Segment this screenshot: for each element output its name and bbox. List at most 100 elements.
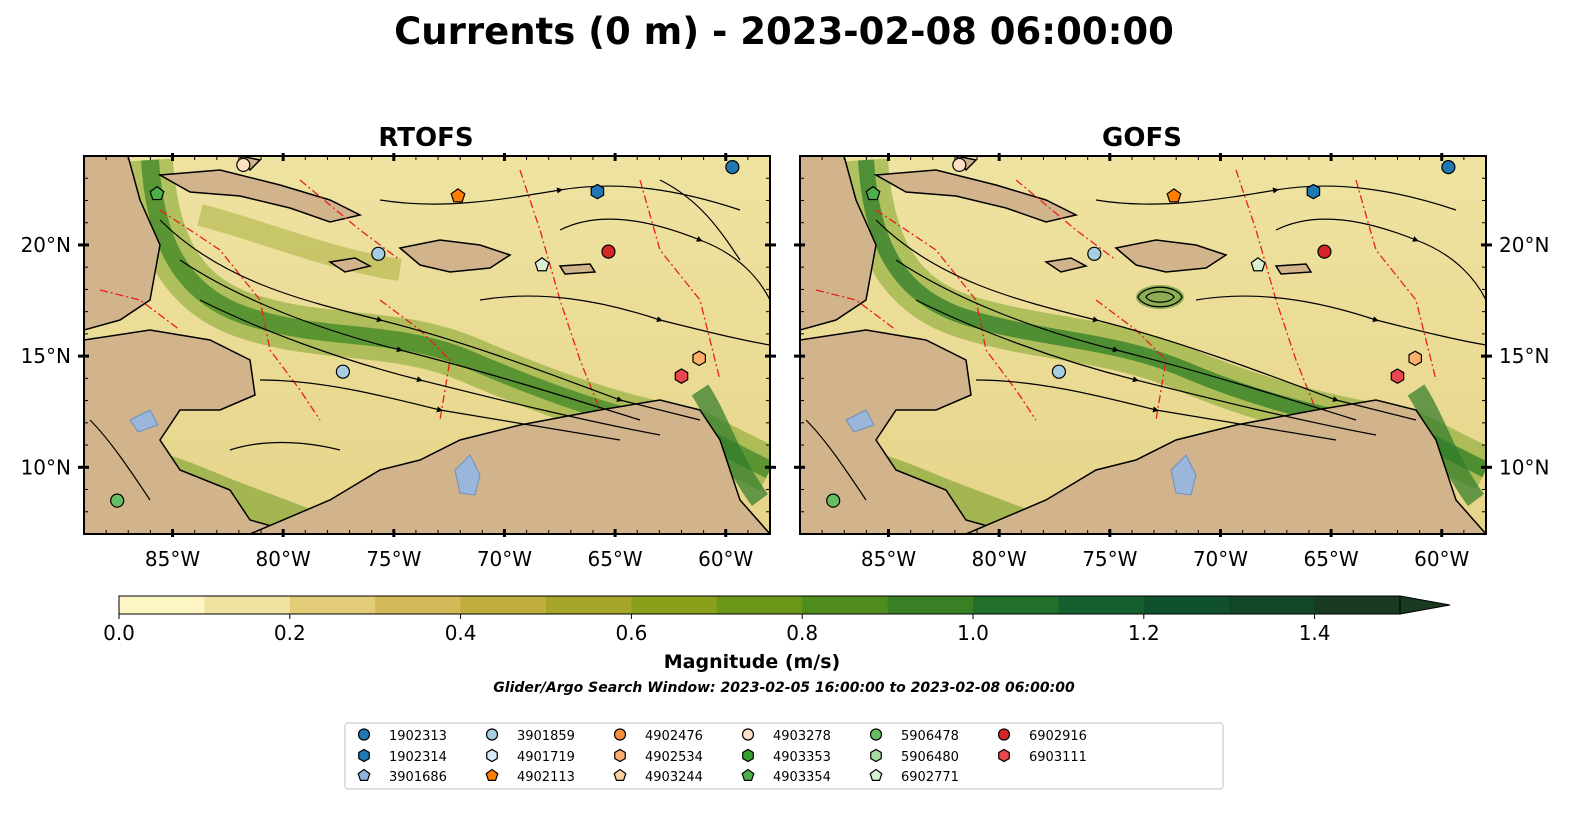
legend-entry: 4902534	[614, 748, 703, 765]
legend-label: 4903353	[773, 750, 831, 765]
legend-entry: 6903111	[998, 748, 1087, 765]
legend-label: 6902771	[901, 770, 959, 785]
lakes-gofs	[845, 409, 1197, 496]
panel-title-gofs: GOFS	[1102, 123, 1182, 153]
lon-tick-label: 85°W	[861, 547, 916, 571]
map-frame-gofs	[799, 155, 1487, 535]
legend-label: 6903111	[1029, 750, 1087, 765]
legend-label: 1902314	[389, 750, 447, 765]
map-area-gofs	[800, 156, 1486, 534]
map-frame-ticks-gofs	[794, 153, 1492, 537]
legend-marker-hexagon	[870, 748, 882, 763]
legend-marker-pentagon	[741, 768, 755, 781]
legend-entry: 6902771	[869, 768, 959, 785]
colorbar-extend-arrow	[1399, 595, 1451, 615]
colorbar-segment	[716, 596, 803, 614]
lon-tick-label: 65°W	[587, 547, 642, 571]
observation-marker-1902314	[590, 183, 605, 200]
legend-label: 4902113	[517, 770, 575, 785]
legend-label: 4901719	[517, 750, 575, 765]
lat-tick-label: 15°N	[1499, 344, 1549, 368]
legend-marker-circle	[997, 728, 1011, 741]
legend-marker-hexagon	[742, 748, 754, 763]
legend-entry: 4903353	[742, 748, 831, 765]
observation-marker-4903354	[149, 185, 165, 201]
colorbar-tick-label: 1.2	[1128, 621, 1160, 645]
colorbar-segment	[1143, 596, 1230, 614]
observation-marker-6902771	[534, 257, 550, 272]
land-cuba	[157, 169, 363, 223]
land-puerto-rico	[558, 263, 597, 275]
colorbar-segment	[1229, 596, 1316, 614]
legend-label: 4903278	[773, 729, 831, 744]
legend-label: 4902476	[645, 729, 703, 744]
observation-marker-6902771	[1250, 257, 1266, 272]
lon-tick-label: 75°W	[366, 547, 421, 571]
legend-label: 6902916	[1029, 729, 1087, 744]
observation-marker-4902534	[692, 350, 706, 367]
observation-marker-5906478	[826, 493, 841, 508]
legend-label: 1902313	[389, 729, 447, 744]
search-window-note: Glider/Argo Search Window: 2023-02-05 16…	[493, 680, 1075, 696]
legend-marker-circle	[357, 728, 371, 741]
land-cuba	[873, 169, 1079, 223]
colorbar-ticks: 0.0 0.2 0.4 0.6 0.8 1.0 1.2 1.4	[103, 614, 1331, 645]
legend-label: 3901859	[517, 729, 575, 744]
lon-tick-labels-gofs: 85°W 80°W 75°W 70°W 65°W 60°W	[861, 547, 1470, 571]
observation-marker-4903278	[952, 157, 967, 172]
observation-marker-4902534	[1408, 350, 1422, 367]
colorbar-segments	[118, 595, 1451, 615]
legend-marker-hexagon	[358, 748, 370, 763]
colorbar-tick-label: 0.2	[274, 621, 306, 645]
lon-tick-label: 70°W	[477, 547, 532, 571]
panel-title-rtofs: RTOFS	[378, 123, 473, 153]
legend-marker-circle	[613, 728, 627, 741]
observation-markers-gofs	[826, 157, 1456, 508]
map-panel-rtofs: RTOFS	[78, 123, 776, 537]
legend-marker-circle	[741, 728, 755, 741]
observation-markers-rtofs	[110, 157, 740, 508]
observation-marker-4902113	[1166, 188, 1182, 203]
colorbar-tick-label: 1.4	[1299, 621, 1331, 645]
colorbar-segment	[460, 596, 547, 614]
lon-tick-label: 70°W	[1193, 547, 1248, 571]
legend-marker-pentagon	[613, 768, 627, 781]
legend-entry: 6902916	[997, 728, 1087, 744]
colorbar-segment	[546, 596, 632, 614]
land-hispaniola	[1114, 239, 1228, 273]
lon-tick-label: 60°W	[1414, 547, 1469, 571]
legend-label: 5906478	[901, 729, 959, 744]
colorbar: 0.0 0.2 0.4 0.6 0.8 1.0 1.2 1.4 Magnitude (m/s)…	[103, 595, 1451, 696]
legend-entry: 4903244	[613, 768, 703, 785]
lon-tick-label: 65°W	[1303, 547, 1358, 571]
lakes-rtofs	[129, 409, 481, 496]
map-panel-gofs: GOFS	[794, 123, 1492, 537]
legend-entry: 3901859	[485, 728, 575, 744]
legend-marker-pentagon	[869, 768, 883, 781]
lon-tick-labels-rtofs: 85°W 80°W 75°W 70°W 65°W 60°W	[145, 547, 754, 571]
legend-entries: 1902313 1902314 3901686 3901859 4901719 49021…	[357, 728, 1087, 785]
colorbar-segment	[119, 596, 205, 614]
observation-marker-1902313	[725, 160, 740, 175]
observation-marker-6903111	[674, 368, 689, 384]
lat-tick-label: 15°N	[21, 344, 71, 368]
observation-marker-3901859	[1051, 364, 1067, 379]
legend-marker-pentagon	[485, 768, 499, 781]
legend-label: 4903244	[645, 770, 703, 785]
colorbar-segment	[1058, 596, 1145, 614]
legend-marker-pentagon	[357, 768, 371, 781]
colorbar-tick-label: 0.4	[445, 621, 477, 645]
colorbar-segment	[204, 596, 291, 614]
land-south-america	[249, 399, 770, 534]
legend-entry: 4903278	[741, 728, 831, 744]
legend-entry: 5906480	[870, 748, 959, 765]
lon-tick-label: 80°W	[256, 547, 311, 571]
observation-marker-6902916	[1317, 244, 1332, 259]
colorbar-tick-label: 0.8	[786, 621, 818, 645]
observation-marker-4903278	[236, 157, 251, 172]
legend-entry: 4901719	[486, 748, 575, 765]
legend-entry: 4902113	[485, 768, 575, 785]
observation-marker-1902313	[1441, 160, 1456, 175]
lat-tick-label: 20°N	[21, 233, 71, 257]
colorbar-tick-label: 1.0	[957, 621, 989, 645]
